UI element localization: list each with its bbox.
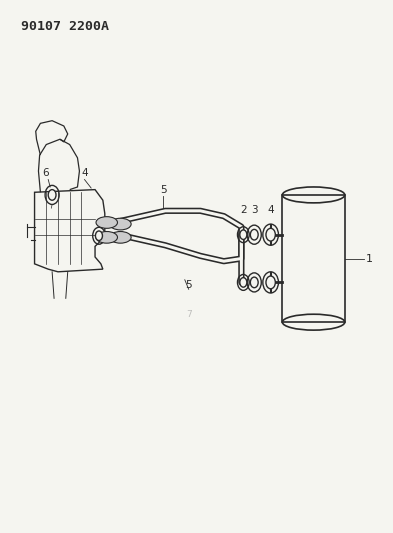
- Text: 2: 2: [240, 205, 247, 215]
- Ellipse shape: [48, 190, 56, 200]
- Ellipse shape: [96, 216, 118, 228]
- Ellipse shape: [266, 228, 275, 241]
- Text: 5: 5: [160, 185, 167, 195]
- Ellipse shape: [240, 230, 247, 239]
- Ellipse shape: [95, 231, 103, 240]
- Text: 1: 1: [366, 254, 373, 263]
- Ellipse shape: [96, 231, 118, 243]
- Text: 90107 2200A: 90107 2200A: [21, 20, 109, 33]
- Text: 4: 4: [267, 205, 274, 215]
- Text: 3: 3: [251, 205, 257, 215]
- Text: 6: 6: [42, 168, 49, 179]
- Ellipse shape: [110, 218, 131, 230]
- Ellipse shape: [250, 229, 258, 240]
- Ellipse shape: [250, 277, 258, 288]
- Text: 4: 4: [81, 168, 88, 179]
- Ellipse shape: [240, 278, 247, 287]
- Text: 5: 5: [185, 280, 192, 290]
- Ellipse shape: [266, 276, 275, 289]
- Text: 7: 7: [186, 310, 191, 319]
- Ellipse shape: [110, 231, 131, 243]
